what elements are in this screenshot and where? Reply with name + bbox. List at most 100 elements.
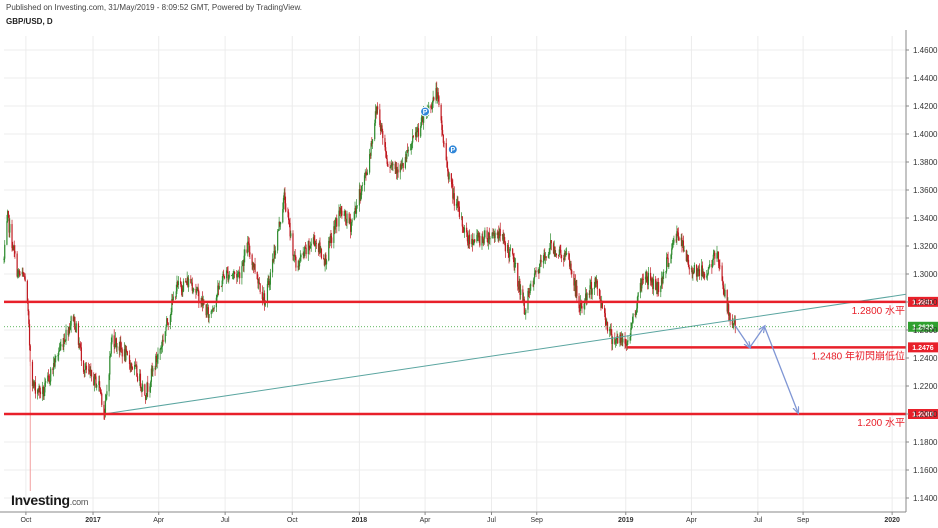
candle-body (528, 291, 530, 292)
candle-body (682, 240, 685, 251)
candle-body (563, 258, 565, 261)
candle-body (537, 270, 539, 273)
candle-body (8, 215, 10, 233)
candle-body (344, 210, 347, 219)
candle-body (134, 364, 136, 370)
candle-body (619, 334, 621, 344)
candle-body (540, 259, 542, 263)
candle-body (647, 272, 649, 285)
candle-body (655, 279, 657, 290)
investing-logo[interactable]: Investing.com (11, 492, 88, 508)
candle-body (499, 229, 501, 236)
candle-body (407, 149, 409, 152)
candle-body (330, 235, 332, 238)
candle-body (412, 136, 415, 137)
candle-body (666, 257, 668, 259)
candle-body (528, 291, 531, 294)
candle-body (723, 294, 725, 297)
candle-body (543, 253, 545, 261)
candle-body (99, 387, 101, 390)
candle-body (300, 255, 302, 258)
candle-body (364, 172, 366, 176)
candle-body (277, 231, 279, 251)
candle-body (379, 109, 381, 125)
candle-body (640, 282, 642, 289)
candle-body (461, 216, 463, 227)
candle-body (236, 273, 238, 278)
candle-body (119, 341, 121, 351)
candle-body (484, 230, 486, 238)
candle-body (472, 244, 474, 246)
candle-body (329, 235, 331, 243)
x-tick-label: Jul (221, 517, 230, 524)
candle-body (390, 166, 392, 168)
candle-body (396, 167, 398, 174)
candle-body (574, 281, 577, 297)
candle-body (560, 254, 563, 259)
candle-body (585, 293, 587, 300)
candle-body (709, 264, 711, 268)
candle-body (671, 243, 674, 249)
candle-body (717, 251, 719, 253)
candle-body (376, 106, 378, 113)
signal-marker-label: P (450, 147, 455, 154)
candle-body (249, 252, 251, 255)
candle-body (719, 265, 721, 267)
candle-body (374, 123, 376, 140)
candle-body (305, 247, 307, 255)
candle-body (386, 158, 388, 164)
candle-body (666, 257, 668, 272)
candle-body (26, 281, 28, 303)
candle-body (717, 251, 720, 263)
candle-body (207, 307, 209, 319)
candle-body (136, 365, 138, 377)
candle-body (50, 368, 52, 382)
candle-body (202, 302, 204, 306)
candle-body (661, 277, 663, 284)
candle-body (651, 278, 653, 283)
candle-body (375, 111, 377, 113)
candle-body (172, 296, 174, 301)
candle-body (409, 149, 412, 151)
candle-body (598, 288, 601, 297)
candle-body (144, 395, 147, 400)
candle-body (169, 315, 171, 325)
candle-body (394, 163, 396, 170)
y-tick-label: 1.3400 (913, 214, 938, 223)
candle-body (208, 314, 210, 319)
candle-body (346, 213, 348, 224)
candle-body (547, 254, 550, 258)
candle-body (641, 278, 644, 280)
candle-body (668, 263, 670, 267)
candle-body (641, 278, 643, 289)
candle-body (157, 353, 159, 360)
candle-body (111, 335, 113, 343)
candle-body (57, 355, 59, 357)
candle-body (353, 212, 355, 220)
candle-body (225, 270, 228, 279)
candle-body (395, 167, 397, 170)
signal-marker (447, 144, 458, 155)
candle-body (339, 207, 342, 214)
candle-body (630, 328, 632, 338)
candle-body (634, 313, 636, 316)
candle-body (693, 264, 695, 273)
candle-body (318, 242, 320, 253)
candle-body (345, 218, 347, 224)
candle-body (89, 369, 91, 373)
candle-body (220, 286, 223, 287)
x-tick-label: Jul (487, 517, 496, 524)
candle-body (379, 124, 382, 131)
candle-body (442, 134, 444, 143)
candle-body (585, 293, 587, 301)
candle-body (462, 226, 464, 228)
candle-body (416, 130, 418, 138)
candle-body (698, 269, 700, 272)
candle-body (307, 241, 309, 255)
candle-body (174, 296, 177, 298)
candle-body (734, 320, 736, 327)
candle-body (351, 219, 353, 223)
candle-body (298, 265, 300, 267)
candle-body (589, 285, 591, 295)
